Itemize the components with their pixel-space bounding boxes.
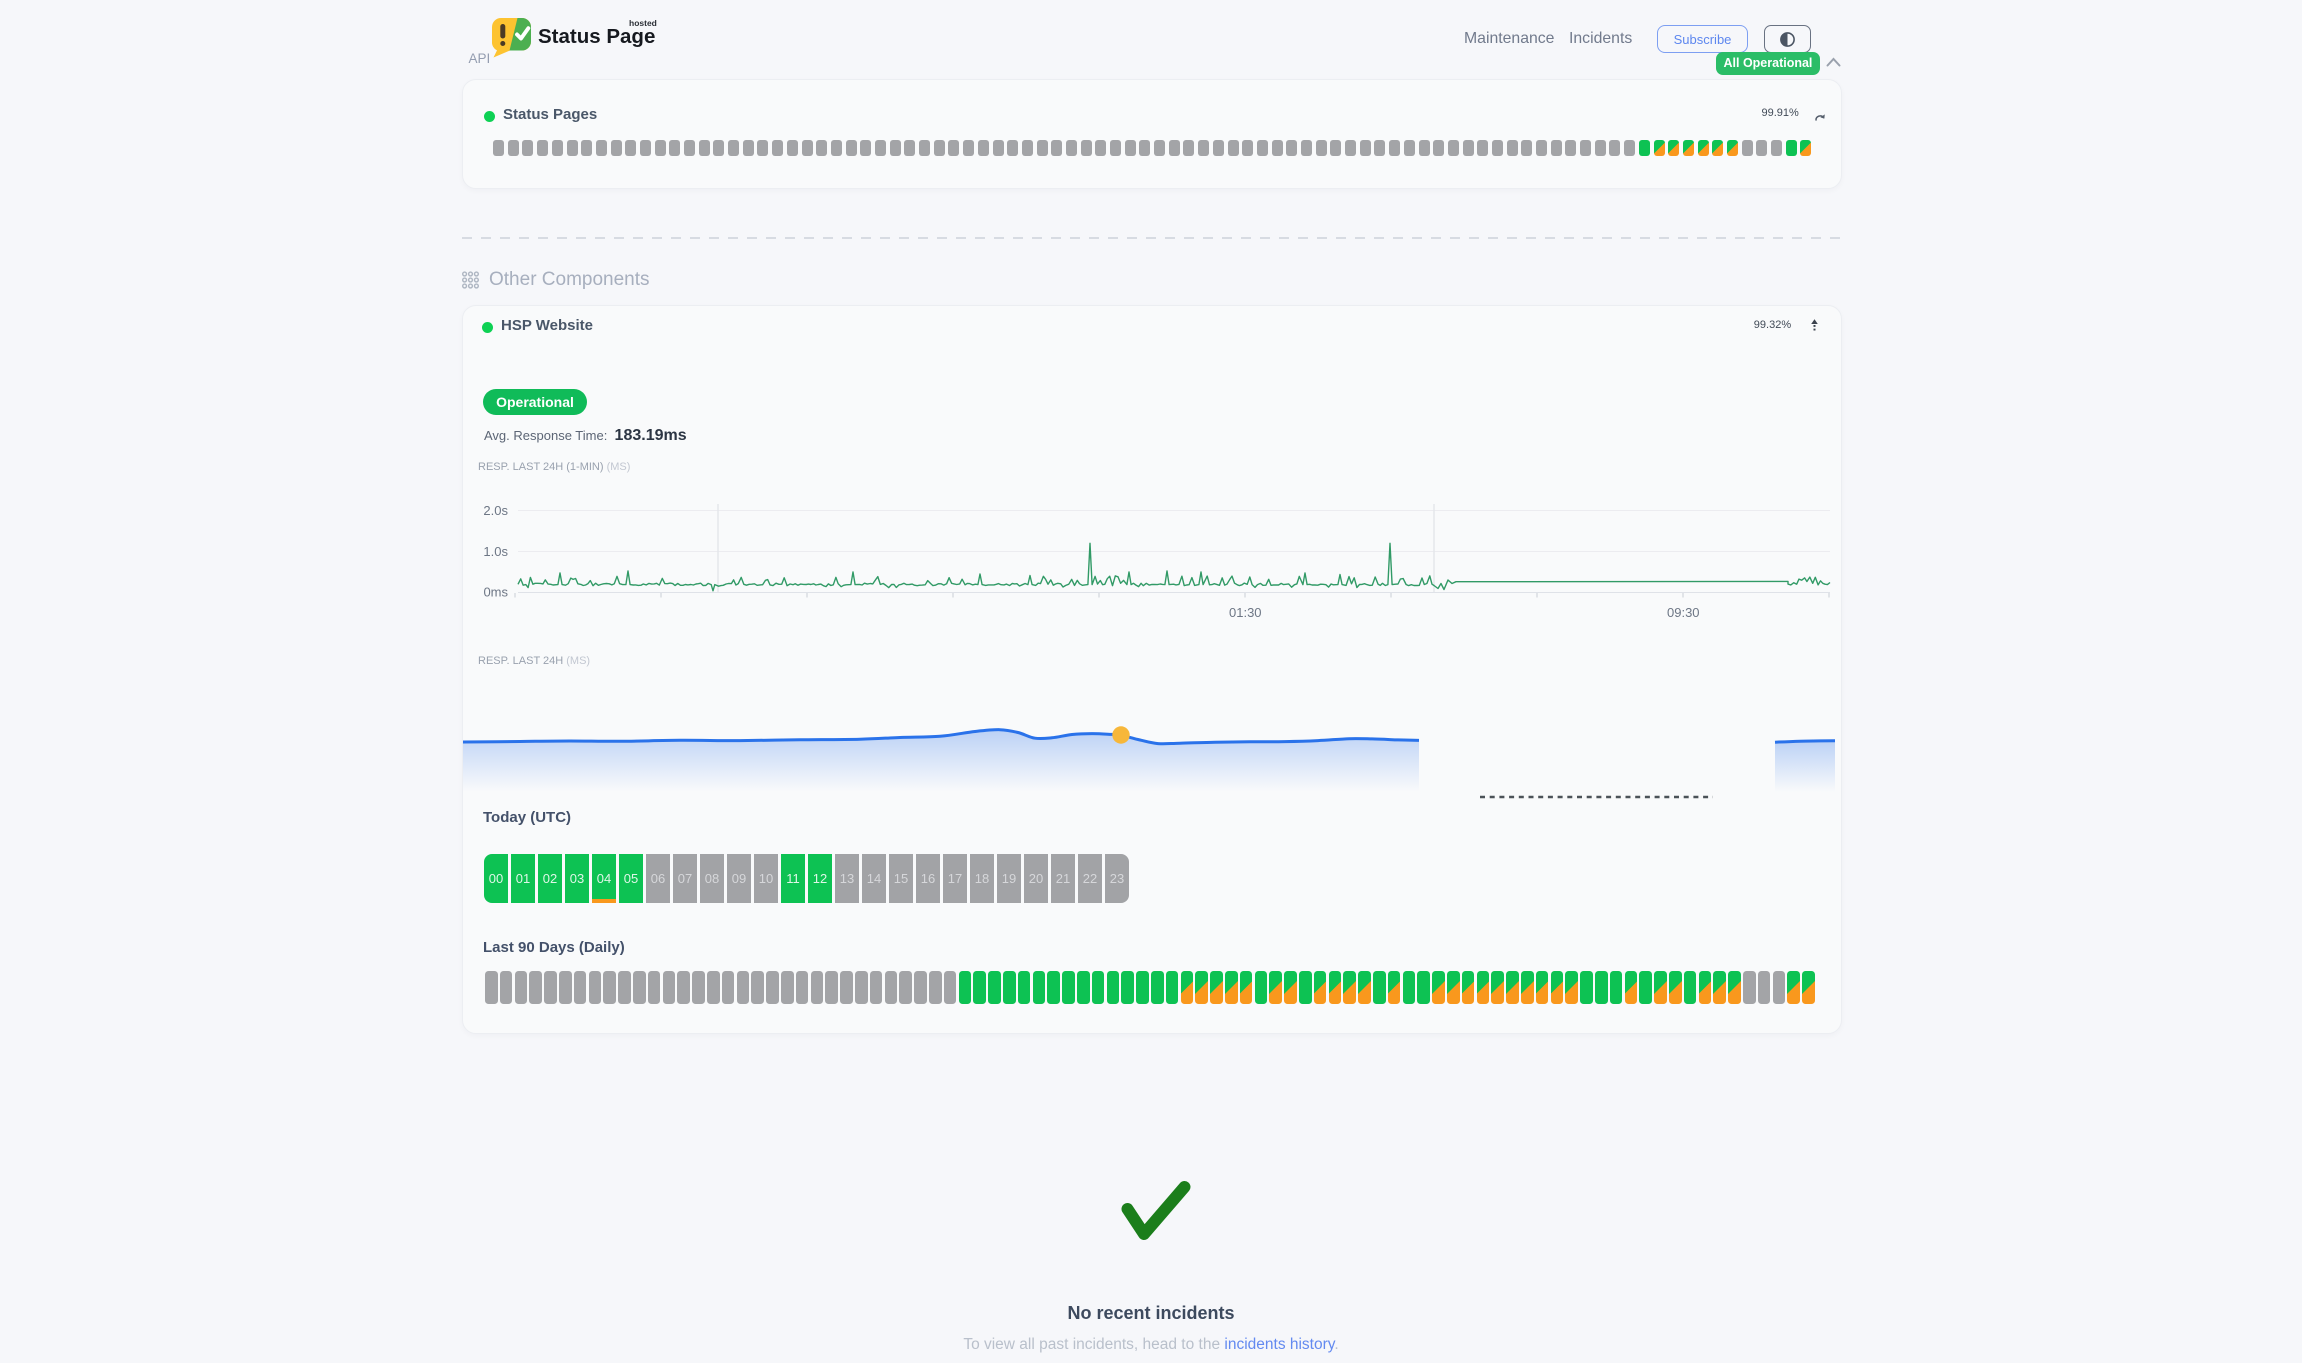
svg-text:2.0s: 2.0s	[483, 503, 508, 518]
svg-text:0ms: 0ms	[483, 585, 508, 600]
svg-text:1.0s: 1.0s	[483, 544, 508, 559]
